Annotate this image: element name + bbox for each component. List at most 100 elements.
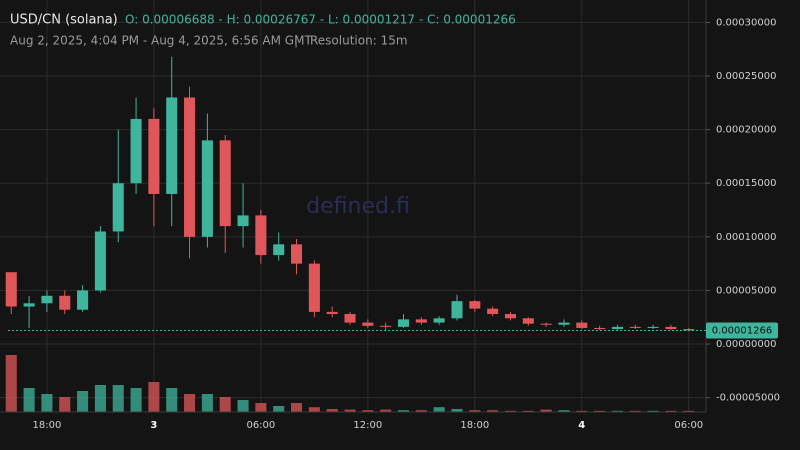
candle-body bbox=[469, 301, 481, 309]
volume-bar bbox=[487, 410, 499, 412]
candle-body bbox=[665, 326, 677, 330]
candle-body bbox=[148, 118, 160, 194]
candle-body bbox=[629, 326, 641, 328]
y-tick-label: 0.00000000 bbox=[716, 339, 776, 350]
volume-bar bbox=[112, 385, 124, 412]
volume-bar bbox=[201, 394, 213, 412]
candle-body bbox=[594, 327, 606, 330]
volume-bar bbox=[576, 410, 588, 412]
y-tick-label: 0.00015000 bbox=[716, 178, 776, 189]
volume-bar bbox=[23, 388, 35, 412]
candle-body bbox=[130, 118, 142, 184]
volume-bar bbox=[308, 407, 320, 412]
ohlc: O: 0.00006688 - H: 0.00026767 - L: 0.000… bbox=[125, 13, 516, 27]
volume-bar bbox=[184, 394, 196, 412]
volume-bar bbox=[41, 394, 53, 412]
candle-body bbox=[415, 319, 427, 323]
x-tick-label: 06:00 bbox=[674, 420, 703, 431]
candle-body bbox=[362, 322, 374, 326]
candle-body bbox=[23, 303, 35, 307]
volume-bar bbox=[611, 410, 623, 412]
volume-bar bbox=[59, 397, 71, 412]
subtitle: Aug 2, 2025, 4:04 PM - Aug 4, 2025, 6:56… bbox=[10, 34, 312, 48]
y-tick-label: 0.00025000 bbox=[716, 71, 776, 82]
volume-bar bbox=[362, 410, 374, 412]
y-tick-label: 0.00005000 bbox=[716, 285, 776, 296]
candle-body bbox=[397, 319, 410, 327]
candle-body bbox=[219, 140, 231, 227]
volume-bar bbox=[148, 382, 160, 412]
candle-body bbox=[522, 318, 534, 324]
volume-bar bbox=[5, 355, 17, 412]
y-tick-label: 0.00010000 bbox=[716, 232, 776, 243]
volume-bar bbox=[255, 403, 267, 412]
candle-body bbox=[540, 323, 552, 325]
candle-body bbox=[184, 97, 196, 237]
x-tick-label: 18:00 bbox=[460, 420, 489, 431]
y-tick-label: 0.00030000 bbox=[716, 17, 776, 28]
volume-bar bbox=[594, 410, 606, 412]
candle-body bbox=[487, 308, 499, 315]
last-price-label: 0.00001266 bbox=[712, 325, 772, 336]
volume-bar bbox=[647, 410, 659, 412]
y-tick-label: 0.00020000 bbox=[716, 125, 776, 136]
volume-bar bbox=[130, 388, 142, 412]
volume-bar bbox=[397, 410, 410, 412]
candle-body bbox=[166, 97, 178, 194]
watermark: defined.fi bbox=[306, 194, 410, 219]
resolution: Resolution: 15m bbox=[310, 34, 408, 48]
volume-bar bbox=[451, 409, 463, 412]
candle-body bbox=[201, 140, 213, 237]
volume-bar bbox=[558, 410, 570, 412]
candle-body bbox=[273, 244, 285, 256]
volume-bar bbox=[415, 410, 427, 412]
volume-bar bbox=[522, 410, 534, 412]
candle-body bbox=[683, 329, 695, 331]
candle-body bbox=[5, 272, 17, 307]
volume-bar bbox=[504, 410, 517, 412]
volume-bar bbox=[665, 410, 677, 412]
candle-body bbox=[326, 311, 338, 315]
separator: | bbox=[294, 34, 298, 48]
volume-bar bbox=[273, 406, 285, 412]
volume-bar bbox=[540, 409, 552, 412]
volume-bar bbox=[237, 400, 249, 412]
candle-body bbox=[291, 244, 303, 264]
last-price-box bbox=[706, 322, 778, 339]
candle-body bbox=[647, 326, 659, 328]
volume-bar bbox=[344, 409, 356, 412]
candle-body bbox=[451, 301, 463, 319]
candle-body bbox=[504, 314, 517, 319]
candle-body bbox=[237, 215, 249, 227]
candle-body bbox=[433, 318, 445, 323]
volume-bar bbox=[291, 403, 303, 412]
candle-body bbox=[611, 326, 623, 330]
volume-bar bbox=[94, 385, 106, 412]
volume-bar bbox=[629, 410, 641, 412]
candle-body bbox=[112, 183, 124, 232]
x-tick-label: 3 bbox=[150, 420, 157, 431]
candle-body bbox=[558, 322, 570, 325]
volume-bar bbox=[77, 391, 89, 412]
candle-body bbox=[255, 215, 267, 256]
candle-body bbox=[59, 295, 71, 310]
x-tick-label: 4 bbox=[578, 420, 585, 431]
chart-title: USD/CN (solana) bbox=[10, 13, 118, 28]
volume-bar bbox=[166, 388, 178, 412]
volume-bar bbox=[380, 409, 392, 412]
candle-body bbox=[94, 231, 106, 291]
candle-body bbox=[41, 295, 53, 304]
x-tick-label: 12:00 bbox=[353, 420, 382, 431]
x-tick-label: 06:00 bbox=[246, 420, 275, 431]
x-tick-label: 18:00 bbox=[33, 420, 62, 431]
volume-bar bbox=[469, 410, 481, 412]
candle-body bbox=[77, 290, 89, 310]
volume-bar bbox=[326, 409, 338, 412]
y-tick-label: -0.00005000 bbox=[716, 393, 780, 404]
candle-body bbox=[344, 314, 356, 323]
volume-bar bbox=[219, 397, 231, 412]
candle-body bbox=[308, 263, 320, 312]
volume-bar bbox=[433, 407, 445, 412]
candle-body bbox=[576, 322, 588, 328]
